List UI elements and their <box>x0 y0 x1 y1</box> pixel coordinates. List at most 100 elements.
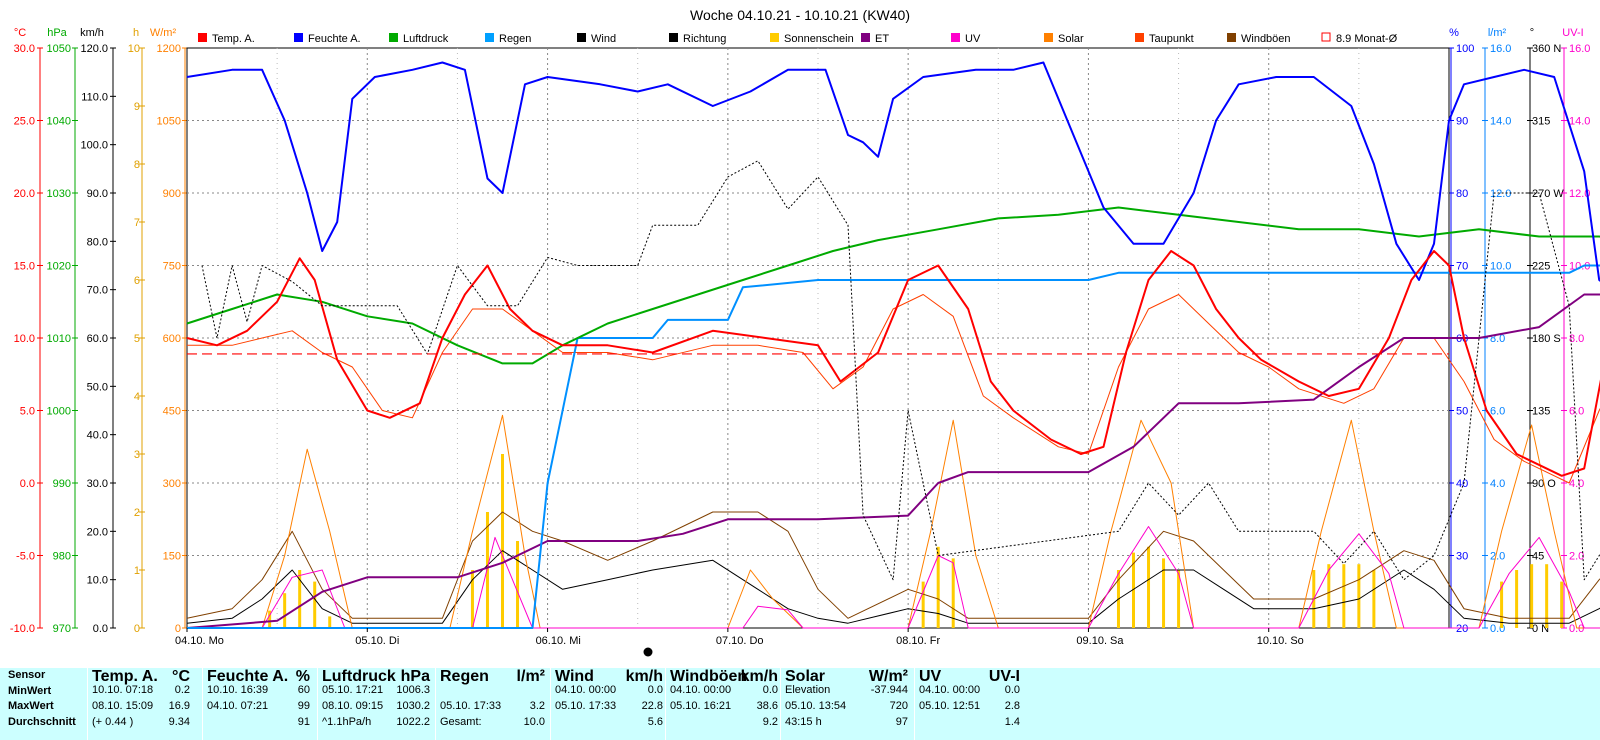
legend-swatch <box>1321 32 1331 42</box>
table-row-label: Durchschnitt <box>8 715 76 728</box>
temp-axis-tick-label: 30.0 <box>14 43 35 55</box>
direction-axis-tick-label: 180 S <box>1532 333 1561 345</box>
table-cell-time: 08.10. 15:09 <box>92 700 154 712</box>
sun-axis-tick-label: 10 <box>128 43 140 55</box>
wind-axis-tick-label: 0.0 <box>93 623 108 635</box>
legend-swatch <box>861 33 870 42</box>
table-cell-time: 10.10. 07:18 <box>92 684 154 696</box>
humidity-axis-tick-label: 20 <box>1456 623 1468 635</box>
rain-axis-tick-label: 14.0 <box>1490 116 1511 128</box>
x-tick-label: 09.10. Sa <box>1076 635 1124 647</box>
wind-axis-tick-label: 120.0 <box>80 43 108 55</box>
solar-axis-tick-label: 900 <box>163 188 181 200</box>
sunshine-bars <box>268 454 1564 628</box>
table-header-press: Luftdruck <box>322 668 396 685</box>
sun-axis-tick-label: 7 <box>134 217 140 229</box>
legend-swatch <box>389 33 398 42</box>
series-line-taupunkt <box>187 294 1600 484</box>
series-line-et <box>186 293 1600 629</box>
legend-label: ET <box>875 33 889 45</box>
table-cell-value: 0.0 <box>762 684 778 696</box>
sunshine-bar <box>516 541 520 628</box>
sun-axis-tick-label: 6 <box>134 275 140 287</box>
sunshine-bar <box>485 512 489 628</box>
wind-axis-tick-label: 90.0 <box>87 188 108 200</box>
pressure-axis-tick-label: 1020 <box>47 261 71 273</box>
table-cell-value: 9.34 <box>168 716 190 728</box>
direction-axis-tick-label: 225 <box>1532 261 1550 273</box>
sunshine-bar <box>1515 570 1519 628</box>
solar-axis-tick-label: 600 <box>163 333 181 345</box>
legend-label: Feuchte A. <box>308 33 361 45</box>
legend-swatch <box>485 33 494 42</box>
table-unit-gust: km/h <box>740 668 778 685</box>
sun-axis-tick-label: 9 <box>134 101 140 113</box>
direction-axis-tick-label: 45 <box>1532 551 1544 563</box>
series-line-temp-a- <box>186 250 1600 477</box>
table-separator <box>317 668 318 740</box>
series-line-wind <box>186 550 1600 624</box>
legend-label: Taupunkt <box>1149 33 1194 45</box>
sun-axis-tick-label: 4 <box>134 391 140 403</box>
humidity-axis-tick-label: 70 <box>1456 261 1468 273</box>
solar-axis-tick-label: 450 <box>163 406 181 418</box>
series-line-windb-en <box>186 511 1600 619</box>
table-header-uv: UV <box>919 668 942 685</box>
table-cell-time: 05.10. 17:21 <box>322 684 384 696</box>
direction-axis-unit: ° <box>1530 27 1534 39</box>
table-cell-value: 10.0 <box>523 716 545 728</box>
humidity-axis-tick-label: 90 <box>1456 116 1468 128</box>
pressure-axis-unit: hPa <box>47 27 67 39</box>
legend-swatch <box>294 33 303 42</box>
legend-label: Richtung <box>683 33 726 45</box>
wind-axis-tick-label: 10.0 <box>87 575 108 587</box>
table-cell-value: 16.9 <box>168 700 190 712</box>
direction-axis-tick-label: 135 <box>1532 406 1550 418</box>
series-line-uv <box>187 526 1600 629</box>
rain-axis-tick-label: 6.0 <box>1490 406 1505 418</box>
sunshine-bar <box>1147 546 1151 628</box>
x-axis-labels: 04.10. Mo 05.10. Di 06.10. Mi 07.10. Do 08.1… <box>175 628 1304 647</box>
table-cell-value: 0.0 <box>647 684 663 696</box>
table-cell-value: 60 <box>297 684 310 696</box>
table-cell-value: 720 <box>889 700 908 712</box>
legend-swatch <box>1227 33 1236 42</box>
table-cell-value: 0.2 <box>174 684 190 696</box>
series-lines <box>186 61 1600 629</box>
humidity-axis-tick-label: 100 <box>1456 43 1474 55</box>
direction-axis-tick-label: 315 <box>1532 116 1550 128</box>
table-col-sensor: Sensor MinWert MaxWert Durchschnitt <box>8 668 88 740</box>
table-cell-value: 1.4 <box>1004 716 1020 728</box>
legend-label: Sonnenschein <box>784 33 854 45</box>
legend-label: Windböen <box>1241 33 1291 45</box>
direction-axis-tick-label: 270 W <box>1532 188 1564 200</box>
table-cell-time: 05.10. 17:33 <box>555 700 617 712</box>
wind-axis-tick-label: 60.0 <box>87 333 108 345</box>
temp-axis-tick-label: 5.0 <box>20 406 35 418</box>
table-cell-time: 04.10. 07:21 <box>207 700 269 712</box>
sunshine-bar <box>501 454 504 628</box>
legend-label: 8.9 Monat-Ø <box>1336 33 1398 45</box>
solar-axis-tick-label: 150 <box>163 551 181 563</box>
legend-swatch <box>577 33 586 42</box>
pressure-axis-tick-label: 990 <box>53 478 71 490</box>
uv-axis-tick-label: 2.0 <box>1569 551 1584 563</box>
x-tick-label: 10.10. So <box>1257 635 1304 647</box>
humidity-axis-unit: % <box>1449 27 1459 39</box>
rain-axis-tick-label: 10.0 <box>1490 261 1511 273</box>
table-cell-time: 05.10. 12:51 <box>919 700 981 712</box>
table-cell-time: 10.10. 16:39 <box>207 684 269 696</box>
table-separator <box>914 668 915 740</box>
temp-axis-tick-label: 15.0 <box>14 261 35 273</box>
table-header-hum: Feuchte A. <box>207 668 289 685</box>
table-separator <box>665 668 666 740</box>
table-unit-wind: km/h <box>625 668 663 685</box>
direction-axis-tick-label: 0 N <box>1532 623 1549 635</box>
legend-swatch <box>770 33 779 42</box>
humidity-axis-tick-label: 40 <box>1456 478 1468 490</box>
sunshine-bar <box>1357 564 1361 628</box>
rain-axis-tick-label: 4.0 <box>1490 478 1505 490</box>
pressure-axis-tick-label: 970 <box>53 623 71 635</box>
table-cell-time: 08.10. 09:15 <box>322 700 384 712</box>
left-axes: 30.025.020.015.010.05.00.0-5.0-10.0°C105… <box>10 27 188 635</box>
